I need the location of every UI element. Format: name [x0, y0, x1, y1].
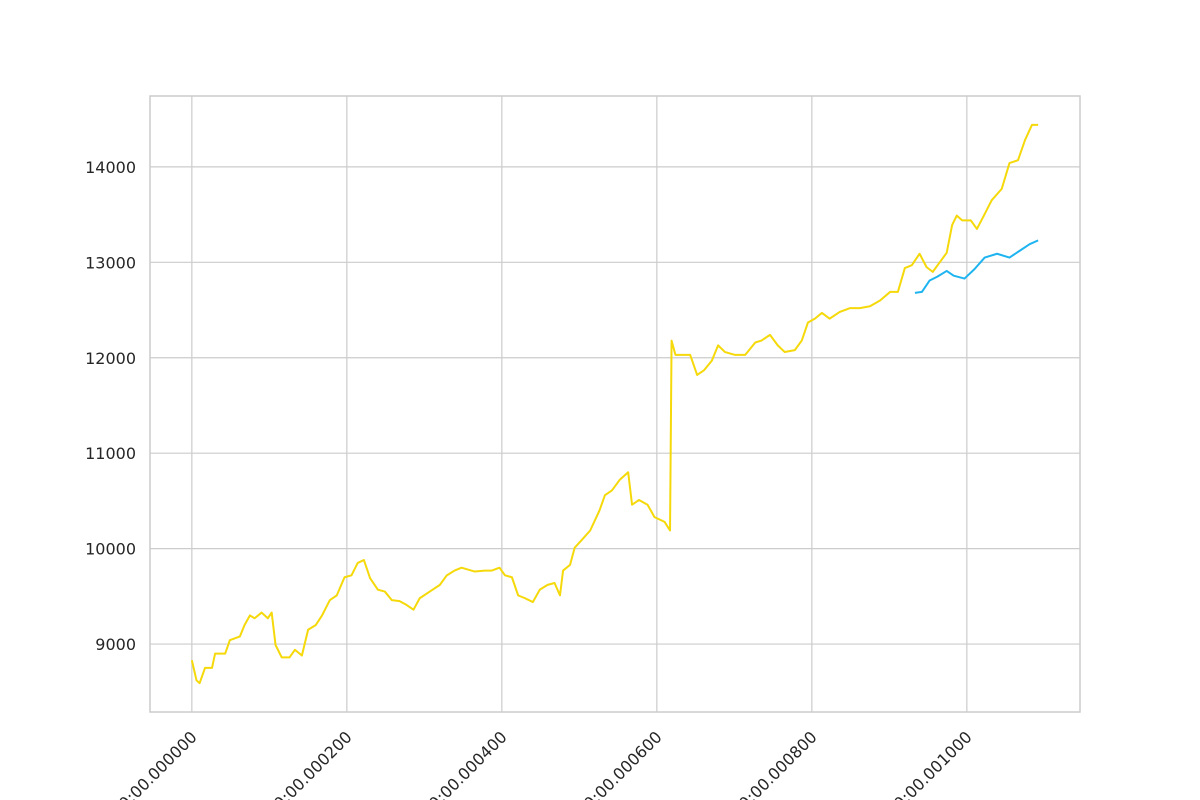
x-tick-label: 00:00.000800	[728, 727, 821, 800]
x-tick-label: 00:00.000600	[573, 727, 666, 800]
series-line	[190, 123, 1039, 685]
y-tick-label: 9000	[95, 635, 136, 654]
series-line	[914, 239, 1039, 294]
x-tick-label: 00:00.001000	[883, 727, 976, 800]
y-tick-label: 13000	[85, 253, 136, 272]
y-tick-label: 10000	[85, 540, 136, 559]
y-tick-label: 14000	[85, 158, 136, 177]
y-tick-label: 12000	[85, 349, 136, 368]
y-tick-label: 11000	[85, 444, 136, 463]
x-tick-label: 00:00.000200	[263, 727, 356, 800]
plot-frame	[149, 95, 1081, 713]
x-tick-label: 00:00.000400	[418, 727, 511, 800]
x-tick-label: 00:00.000000	[108, 727, 201, 800]
